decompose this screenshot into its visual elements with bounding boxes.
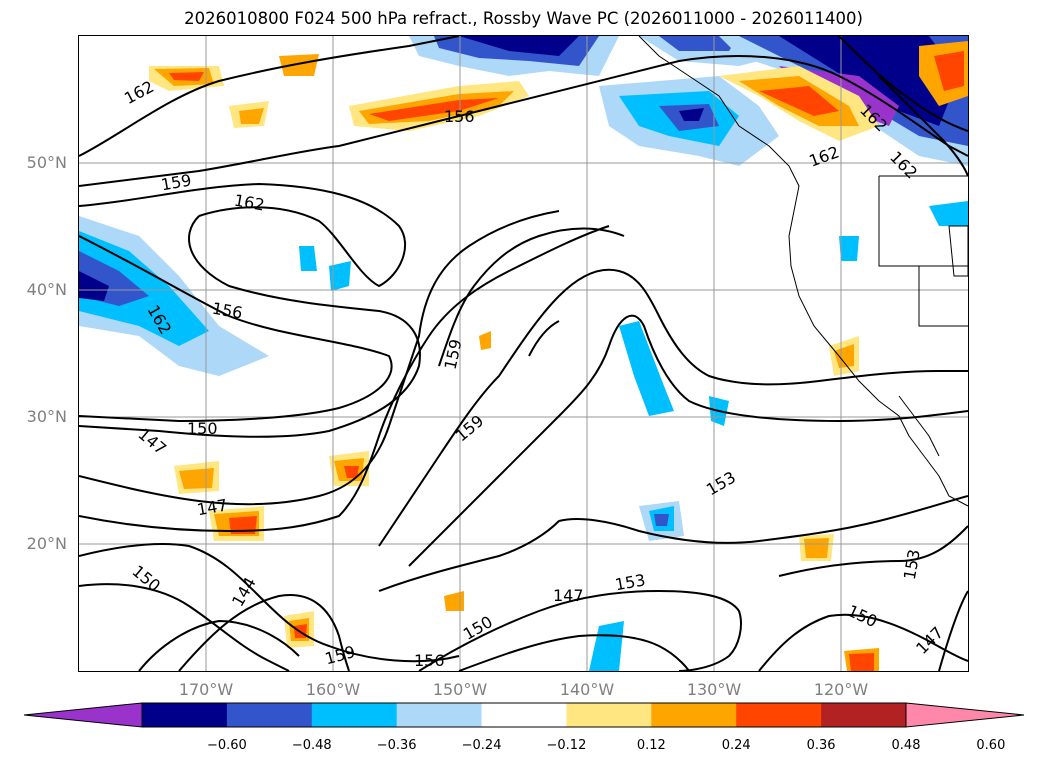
contour-label: 150 xyxy=(187,419,218,438)
contour-label: 156 xyxy=(444,107,475,126)
colorbar-outline xyxy=(141,702,907,728)
contour-label: 150 xyxy=(128,561,164,595)
map-title: 2026010800 F024 500 hPa refract., Rossby… xyxy=(184,9,863,28)
colorbar-segment xyxy=(566,703,652,727)
map-panel[interactable]: 162 159 162 156 162 156 159 159 150 147 … xyxy=(79,36,968,671)
colorbar-segment xyxy=(481,703,567,727)
colorbar-tick-label: 0.60 xyxy=(976,738,1006,753)
contour-label: 147 xyxy=(912,623,947,658)
colorbar-segment xyxy=(226,703,313,727)
lat-label-20n: 20°N xyxy=(26,534,67,553)
colorbar-tick-label: −0.48 xyxy=(291,738,332,753)
lon-label-140w: 140°W xyxy=(559,680,615,699)
colorbar-segments xyxy=(23,702,1025,728)
colorbar-tick-label: −0.24 xyxy=(461,738,502,753)
shaded-regions xyxy=(79,36,968,671)
colorbar-segment xyxy=(821,703,907,727)
colorbar-tick-label: 0.36 xyxy=(806,738,836,753)
contour-label: 153 xyxy=(900,548,924,581)
contour-label: 150 xyxy=(845,601,881,631)
contour-lines xyxy=(79,36,968,671)
contour-label: 162 xyxy=(806,142,841,170)
colorbar-tick-label: −0.36 xyxy=(376,738,417,753)
lat-label-30n: 30°N xyxy=(26,407,67,426)
lat-label-40n: 40°N xyxy=(26,280,67,299)
contour-label: 150 xyxy=(460,612,496,644)
lon-label-170w: 170°W xyxy=(178,680,234,699)
colorbar-tick-label: 0.48 xyxy=(891,738,921,753)
map-svg: 162 159 162 156 162 156 159 159 150 147 … xyxy=(79,36,968,671)
contour-labels: 162 159 162 156 162 156 159 159 150 147 … xyxy=(121,77,947,670)
colorbar-segment xyxy=(736,703,822,727)
contour-label: 162 xyxy=(233,191,266,215)
colorbar-tick-label: −0.12 xyxy=(546,738,587,753)
colorbar-segment xyxy=(142,703,228,727)
contour-label: 159 xyxy=(452,411,488,445)
lon-label-150w: 150°W xyxy=(432,680,488,699)
colorbar xyxy=(23,702,1025,728)
lon-label-120w: 120°W xyxy=(813,680,869,699)
coastlines xyxy=(638,36,968,507)
lat-label-50n: 50°N xyxy=(26,153,67,172)
colorbar-tick-label: 0.24 xyxy=(721,738,751,753)
contour-label: 153 xyxy=(703,468,739,500)
colorbar-tick-label: −0.60 xyxy=(206,738,247,753)
colorbar-segment xyxy=(651,703,737,727)
colorbar-extend-min xyxy=(23,702,143,728)
contour-label: 159 xyxy=(441,337,466,371)
contour-label: 156 xyxy=(211,299,244,323)
colorbar-tick-label: 0.12 xyxy=(636,738,666,753)
colorbar-segment xyxy=(396,703,483,727)
lon-label-160w: 160°W xyxy=(305,680,361,699)
colorbar-extend-max xyxy=(905,702,1025,728)
contour-label: 156 xyxy=(414,651,445,670)
contour-label: 147 xyxy=(553,586,584,605)
colorbar-segment xyxy=(311,703,398,727)
lon-label-130w: 130°W xyxy=(686,680,742,699)
